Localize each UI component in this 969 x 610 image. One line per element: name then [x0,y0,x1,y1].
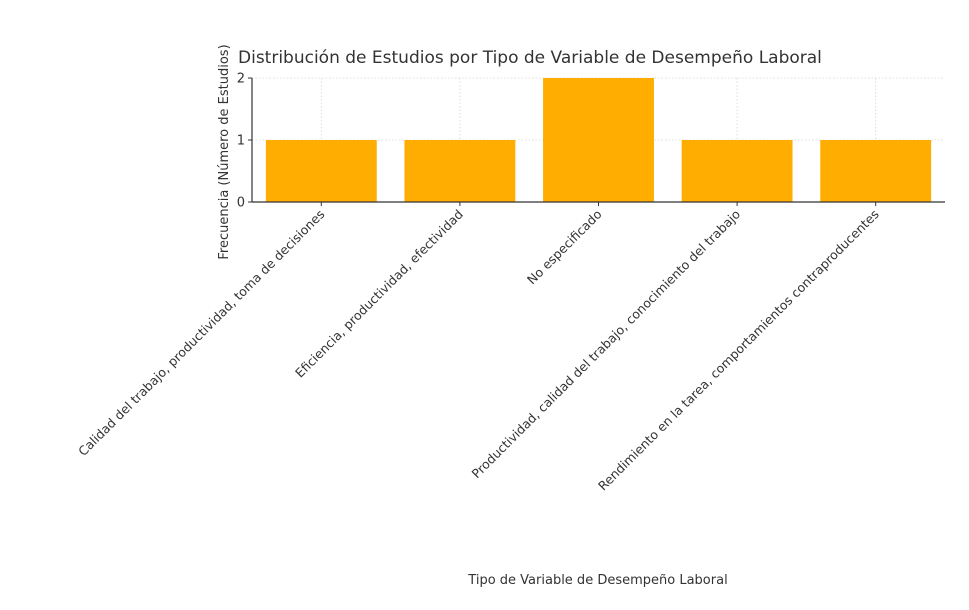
y-tick-label: 2 [237,72,245,87]
x-axis-label: Tipo de Variable de Desempeño Laboral [467,573,727,588]
bar [404,140,516,202]
x-tick-label: Calidad del trabajo, productividad, toma… [75,207,327,459]
bar [820,140,932,202]
x-tick-label: Rendimiento en la tarea, comportamientos… [595,207,882,494]
y-tick-labels: 0 1 2 [237,72,245,211]
y-tick-label: 0 [237,196,245,211]
x-tick-label: Eficiencia, productividad, efectividad [292,207,466,381]
axes [248,77,945,206]
chart-title: Distribución de Estudios por Tipo de Var… [238,48,822,68]
x-tick-labels: Calidad del trabajo, productividad, toma… [75,207,882,494]
x-tick-label: No especificado [524,207,605,288]
y-axis-label: Frecuencia (Número de Estudios) [217,44,232,259]
y-tick-label: 1 [237,134,245,149]
x-tick-label: Productividad, calidad del trabajo, cono… [469,207,744,482]
bar [543,78,654,202]
bar [681,140,793,202]
bars [265,78,932,202]
bar [265,140,377,202]
